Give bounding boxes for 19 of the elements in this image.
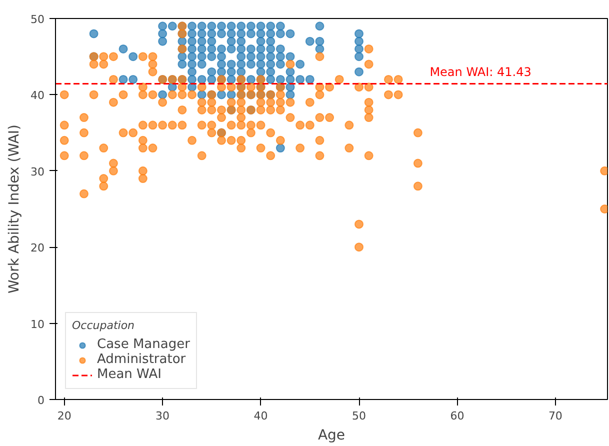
x-tick-label: 50 — [352, 410, 366, 422]
x-tick-label: 60 — [450, 410, 464, 422]
x-tick-label: 30 — [156, 410, 170, 422]
y-tick-label: 30 — [30, 165, 45, 178]
x-tick-label: 70 — [548, 410, 562, 422]
y-tick-label: 0 — [38, 394, 44, 407]
x-tick-label: 40 — [254, 410, 268, 422]
x-tick-label: 20 — [57, 410, 72, 422]
legend-label: Case Manager — [97, 337, 190, 352]
legend-label: Administrator — [97, 352, 186, 367]
y-tick-label: 20 — [30, 242, 45, 255]
x-axis-title: Age — [318, 428, 346, 444]
legend-label: Mean WAI — [97, 367, 162, 382]
y-tick-label: 50 — [30, 13, 45, 26]
legend-title: Occupation — [72, 319, 136, 332]
y-tick-label: 40 — [30, 89, 45, 102]
y-tick-label: 10 — [30, 318, 45, 331]
y-axis-title: Work Ability Index (WAI) — [6, 124, 23, 294]
annotation: Mean WAI: 41.43 — [430, 64, 532, 79]
